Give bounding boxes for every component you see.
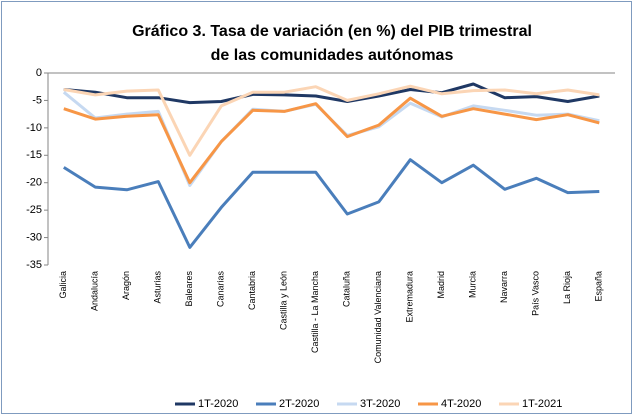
- chart-title: Gráfico 3. Tasa de variación (en %) del …: [132, 23, 532, 40]
- x-tick-label: Extremadura: [405, 271, 415, 323]
- x-tick-label: Andalucía: [90, 271, 100, 311]
- y-tick-label: -35: [26, 259, 42, 271]
- x-tick-label: Navarra: [499, 271, 509, 303]
- x-tick-label: Baleares: [184, 271, 194, 307]
- x-tick-label: Cataluña: [342, 271, 352, 307]
- legend-label: 1T-2020: [198, 398, 238, 410]
- x-tick-label: La Rioja: [562, 271, 572, 304]
- y-tick-label: -30: [26, 231, 42, 243]
- chart-title: de las comunidades autónomas: [211, 47, 454, 64]
- legend-label: 4T-2020: [441, 398, 481, 410]
- y-tick-label: -20: [26, 177, 42, 189]
- series-line: [63, 96, 600, 185]
- y-tick-label: -15: [26, 149, 42, 161]
- legend-label: 3T-2020: [360, 398, 400, 410]
- x-tick-label: Cantabria: [247, 271, 257, 310]
- y-tick-label: -25: [26, 204, 42, 216]
- x-tick-label: Canarias: [216, 271, 226, 308]
- x-tick-label: Aragón: [121, 271, 131, 300]
- x-tick-label: País Vasco: [531, 271, 541, 316]
- series-line: [63, 84, 600, 157]
- x-tick-label: Galicia: [58, 271, 68, 299]
- x-tick-label: España: [594, 271, 604, 302]
- series-line: [63, 82, 600, 105]
- legend-label: 1T-2021: [522, 398, 562, 410]
- legend-label: 2T-2020: [279, 398, 319, 410]
- x-tick-label: Asturias: [153, 271, 163, 304]
- x-tick-label: Castilla y León: [279, 271, 289, 330]
- y-tick-label: -10: [26, 122, 42, 134]
- y-tick-label: 0: [36, 67, 42, 79]
- x-tick-label: Madrid: [436, 271, 446, 299]
- x-tick-label: Castilla - La Mancha: [310, 271, 320, 353]
- x-tick-label: Comunidad Valenciana: [373, 271, 383, 363]
- y-tick-label: -5: [32, 94, 42, 106]
- x-tick-label: Murcia: [468, 271, 478, 298]
- series-line: [63, 158, 600, 249]
